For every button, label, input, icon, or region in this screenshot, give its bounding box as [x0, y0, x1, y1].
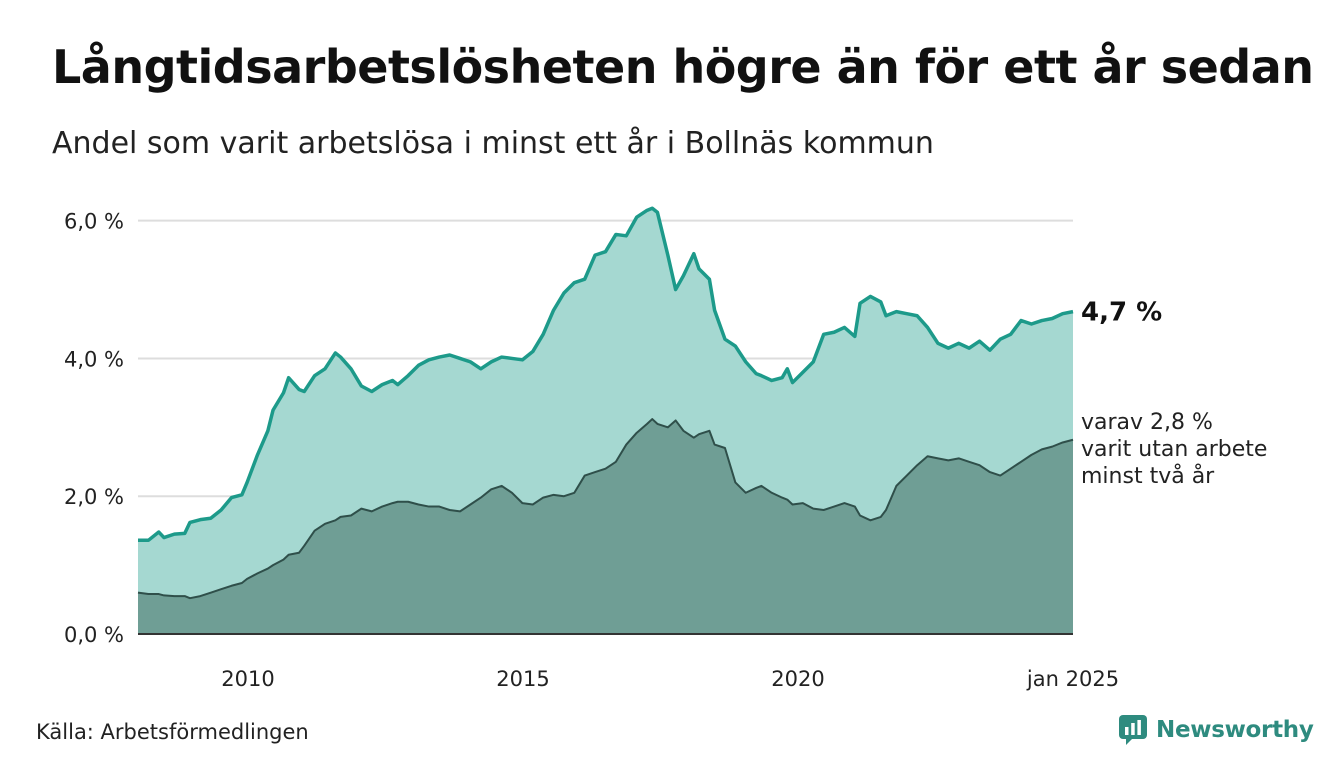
- y-tick-label: 6,0 %: [64, 210, 124, 234]
- area-series: [137, 206, 1074, 634]
- series-lower-line: [137, 418, 1074, 600]
- x-tick-label: 2015: [496, 667, 549, 691]
- x-tick-label: jan 2025: [1026, 667, 1119, 691]
- brand-logo: Newsworthy: [1118, 714, 1314, 746]
- y-tick-label: 2,0 %: [64, 485, 124, 509]
- x-tick-label: 2020: [771, 667, 824, 691]
- y-tick-label: 4,0 %: [64, 347, 124, 371]
- area-chart: 0,0 % 2,0 % 4,0 % 6,0 % 2010 2015 2020 jan 2025…: [64, 206, 1267, 691]
- series-lower-area: [138, 419, 1073, 634]
- newsworthy-logo-icon: [1119, 715, 1147, 745]
- series-upper-line: [138, 206, 1074, 543]
- axes: 0,0 % 2,0 % 4,0 % 6,0 % 2010 2015 2020 jan 2025: [64, 210, 1119, 691]
- upper-end-label: 4,7 %: [1081, 298, 1162, 328]
- lower-end-label-line: minst två år: [1081, 463, 1215, 489]
- source-note: Källa: Arbetsförmedlingen: [36, 720, 309, 744]
- x-tick-label: 2010: [221, 667, 274, 691]
- lower-end-label-line: varav 2,8 %: [1081, 410, 1213, 435]
- brand-name: Newsworthy: [1156, 717, 1314, 743]
- y-tick-label: 0,0 %: [64, 623, 124, 647]
- lower-end-label-line: varit utan arbete: [1081, 437, 1267, 462]
- chart-title: Långtidsarbetslösheten högre än för ett …: [52, 40, 1314, 94]
- chart-subtitle: Andel som varit arbetslösa i minst ett å…: [52, 126, 934, 161]
